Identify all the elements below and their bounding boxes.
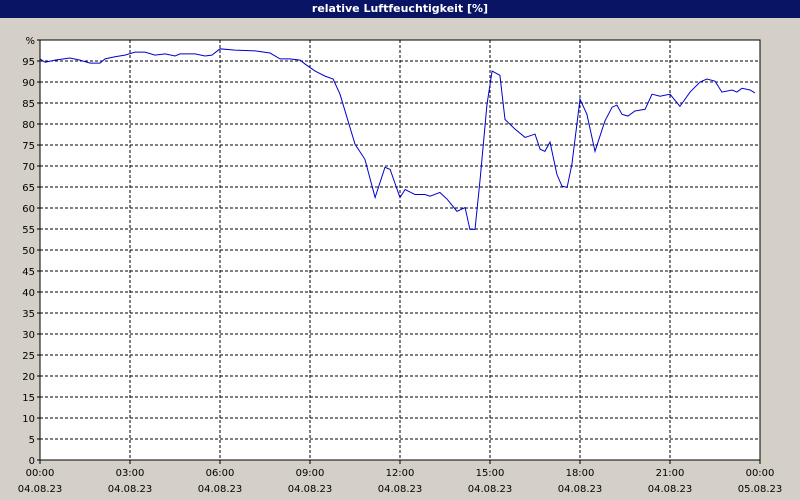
x-tick-label: 00:00 (746, 468, 775, 479)
y-tick-label: 15 (22, 393, 35, 404)
x-tick-date: 04.08.23 (648, 484, 693, 495)
x-tick-label: 00:00 (26, 468, 55, 479)
x-tick-date: 04.08.23 (198, 484, 243, 495)
x-tick-label: 06:00 (206, 468, 235, 479)
y-tick-label: 60 (22, 204, 35, 215)
x-tick-label: 09:00 (296, 468, 325, 479)
x-tick-date: 04.08.23 (288, 484, 333, 495)
y-tick-label: 55 (22, 225, 35, 236)
y-tick-label: 45 (22, 267, 35, 278)
y-tick-label: 5 (29, 435, 35, 446)
y-tick-label: 80 (22, 120, 35, 131)
x-tick-label: 21:00 (656, 468, 685, 479)
x-tick-date: 04.08.23 (18, 484, 63, 495)
x-tick-date: 04.08.23 (558, 484, 603, 495)
y-tick-label: 40 (22, 288, 35, 299)
title-bar: relative Luftfeuchtigkeit [%] (0, 0, 800, 18)
y-tick-label: 70 (22, 162, 35, 173)
x-tick-label: 12:00 (386, 468, 415, 479)
x-tick-date: 04.08.23 (468, 484, 513, 495)
y-tick-label: % (25, 36, 35, 47)
y-tick-label: 65 (22, 183, 35, 194)
x-tick-date: 04.08.23 (378, 484, 423, 495)
y-tick-label: 75 (22, 141, 35, 152)
y-tick-label: 85 (22, 99, 35, 110)
y-tick-label: 25 (22, 351, 35, 362)
y-tick-label: 95 (22, 57, 35, 68)
y-tick-label: 0 (29, 456, 35, 467)
x-tick-date: 05.08.23 (738, 484, 783, 495)
y-tick-label: 90 (22, 78, 35, 89)
y-tick-label: 20 (22, 372, 35, 383)
y-tick-label: 10 (22, 414, 35, 425)
y-tick-label: 35 (22, 309, 35, 320)
x-tick-label: 18:00 (566, 468, 595, 479)
line (39, 48, 756, 230)
x-tick-date: 04.08.23 (108, 484, 153, 495)
x-tick-label: 03:00 (116, 468, 145, 479)
y-tick-label: 30 (22, 330, 35, 341)
y-tick-label: 50 (22, 246, 35, 257)
x-tick-label: 15:00 (476, 468, 505, 479)
